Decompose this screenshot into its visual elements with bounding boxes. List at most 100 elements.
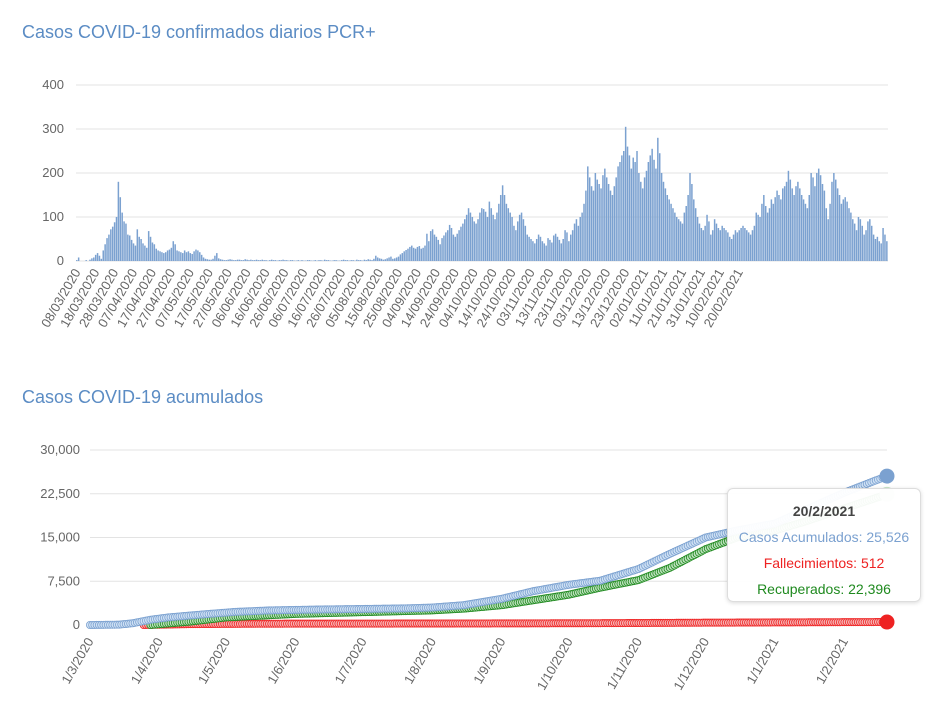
bar [147,231,150,261]
tooltip-recuperados: Recuperados: 22,396 [757,581,891,597]
bar [238,259,241,261]
bar [469,212,472,261]
bar [350,260,352,261]
bar [812,177,814,261]
bar [110,229,112,261]
bar [583,203,585,261]
bar [729,236,731,261]
x-tick-label: 1/7/2020 [331,635,369,686]
bar [530,239,532,261]
bar [284,260,286,261]
bar [395,257,398,261]
bar [842,199,845,261]
bar [443,235,445,261]
bar [212,258,214,261]
bar [301,260,303,261]
bar [414,248,417,261]
bar [344,260,347,261]
bar [844,197,846,261]
bar [581,212,583,261]
bar [437,239,440,261]
bar [208,259,210,261]
bar [106,238,108,261]
bar [662,181,665,261]
bar [244,259,246,261]
bar [660,173,663,261]
bar [441,238,443,261]
bar [770,199,773,261]
y-tick-label: 15,000 [40,530,80,545]
bar [197,250,199,261]
bar [450,228,453,261]
bar [534,243,536,261]
bar [117,181,120,261]
bar [846,201,848,261]
bar [587,166,589,261]
bar [193,251,195,261]
bar [545,245,547,261]
bar [649,155,652,261]
bar [479,212,481,261]
bar [702,230,705,261]
bar [375,255,377,261]
bar [439,244,441,261]
bar [187,251,190,261]
bar [282,259,284,261]
bar [261,259,263,261]
bar [252,260,254,261]
bar [547,238,549,261]
bar [861,225,863,261]
bar [424,245,426,261]
bar [369,259,371,261]
bar [181,253,184,261]
x-tick-label: 1/2/2021 [813,635,851,686]
bar [371,260,373,261]
bar [185,252,188,261]
y-tick-label: 400 [42,77,64,92]
bar [494,219,496,261]
bar [746,230,748,261]
bar [499,195,502,261]
bar [520,212,523,261]
bar [573,223,576,261]
bar [664,188,667,261]
bar [346,260,349,261]
daily-cases-chart: 010020030040008/03/202018/03/202028/03/2… [38,77,888,330]
bar [253,260,256,261]
bar [736,232,739,261]
bar [596,179,599,261]
bar [715,223,718,261]
bar [91,258,93,261]
bar [340,260,343,261]
bar [535,239,538,261]
bar [539,236,542,261]
bar [217,258,220,261]
bar [522,219,525,261]
bar [759,217,761,261]
bar [727,232,729,261]
bar [783,186,786,261]
bar [823,190,826,261]
bar [378,258,381,261]
bar [397,256,400,261]
bar [694,208,697,261]
bar [96,253,99,261]
bar [575,219,578,261]
bar [825,208,828,261]
bar [802,199,805,261]
bar [782,188,784,261]
bar [342,259,345,261]
bar [505,203,508,261]
bar [838,195,841,261]
bar [85,260,87,261]
bar [827,219,829,261]
bar [564,230,566,261]
bar [630,168,633,261]
bar [526,234,528,261]
bar [617,166,619,261]
bar [174,244,176,261]
bar [590,186,593,261]
bar [401,253,404,261]
bar [272,260,275,261]
bar [418,246,421,261]
